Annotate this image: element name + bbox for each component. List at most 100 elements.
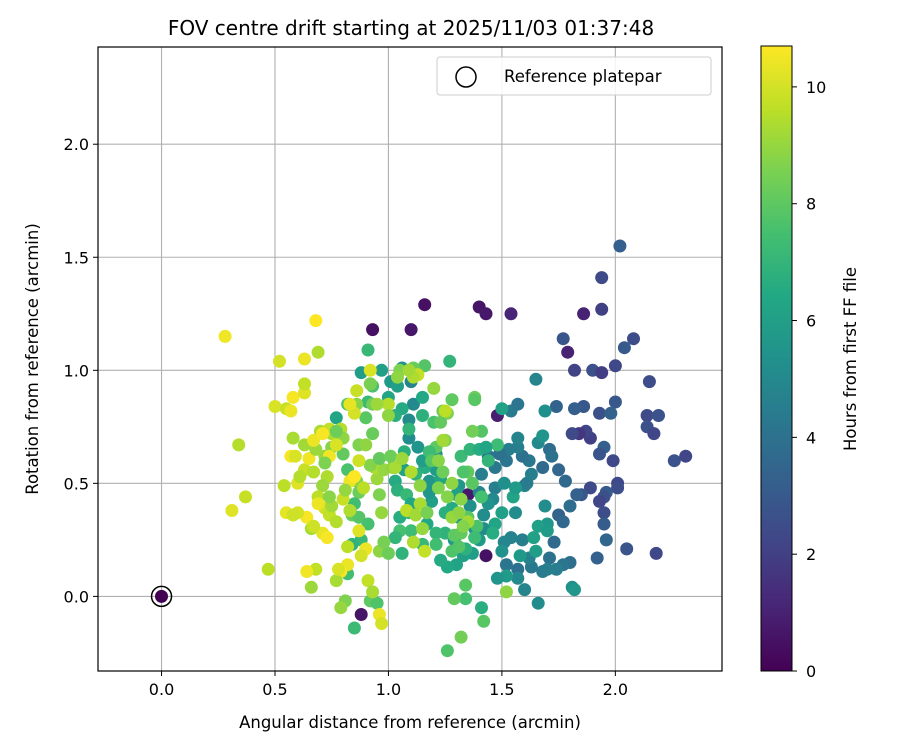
legend: Reference platepar — [436, 56, 712, 96]
data-point — [409, 508, 423, 522]
data-point — [454, 492, 468, 506]
data-point — [395, 452, 409, 465]
x-tick-label: 0.0 — [149, 680, 174, 699]
data-point — [443, 354, 457, 368]
data-point — [536, 429, 550, 443]
data-point — [329, 574, 343, 588]
data-point — [495, 402, 509, 416]
data-point — [568, 583, 581, 597]
data-point — [524, 467, 538, 481]
data-point — [332, 562, 345, 576]
data-point — [302, 452, 316, 465]
colorbar-tick-label: 4 — [806, 428, 816, 447]
data-point — [440, 490, 454, 504]
data-point — [341, 540, 355, 554]
data-point — [561, 345, 575, 359]
data-point — [434, 553, 448, 567]
data-point — [468, 393, 482, 407]
data-point — [531, 596, 545, 610]
data-point — [304, 580, 318, 594]
data-point — [416, 522, 429, 536]
x-tick-label: 1.0 — [376, 680, 401, 699]
data-point — [298, 377, 311, 391]
data-point — [468, 531, 482, 545]
data-point — [431, 454, 445, 468]
chart-title: FOV centre drift starting at 2025/11/03 … — [168, 16, 654, 40]
data-point — [538, 404, 552, 418]
data-point — [391, 379, 404, 393]
colorbar-ticks: 0 2 4 6 8 10 — [792, 78, 826, 681]
data-point — [475, 424, 488, 438]
data-point — [347, 470, 361, 484]
data-point — [413, 479, 427, 493]
data-point — [361, 517, 375, 531]
data-point — [375, 363, 389, 377]
y-tick-label: 2.0 — [64, 135, 89, 154]
data-point — [309, 314, 323, 328]
data-point — [590, 551, 604, 565]
data-point — [354, 608, 368, 621]
data-point — [459, 578, 473, 592]
data-point — [606, 454, 620, 468]
legend-entry-reference: Reference platepar — [504, 67, 662, 86]
data-point — [307, 433, 321, 447]
data-point — [218, 329, 232, 343]
data-point — [497, 476, 511, 490]
data-point — [499, 558, 513, 572]
data-point — [427, 381, 441, 395]
data-point — [477, 614, 491, 628]
data-point — [536, 461, 550, 474]
data-point — [418, 359, 432, 373]
reference-ring — [150, 585, 173, 608]
data-point — [268, 400, 282, 413]
data-point — [509, 481, 522, 495]
data-point — [404, 524, 418, 538]
data-point — [300, 565, 314, 578]
data-point — [338, 483, 352, 497]
data-point — [540, 524, 554, 538]
x-axis-ticks: 0.0 0.5 1.0 1.5 2.0 — [149, 671, 628, 699]
data-point — [456, 465, 470, 479]
colorbar-tick-label: 0 — [806, 662, 816, 681]
data-point — [565, 427, 579, 441]
data-point — [277, 479, 291, 493]
data-point — [515, 533, 529, 547]
data-point — [536, 565, 550, 578]
data-point — [620, 542, 634, 556]
data-point — [445, 476, 459, 490]
data-point — [617, 341, 631, 355]
data-point — [375, 506, 389, 520]
data-point — [377, 535, 391, 549]
data-point — [597, 506, 611, 520]
data-point — [388, 531, 402, 545]
data-point — [556, 332, 570, 346]
data-point — [440, 644, 454, 658]
data-point — [495, 544, 509, 558]
data-point — [273, 354, 286, 368]
legend-marker-ring — [455, 66, 477, 88]
data-point — [402, 363, 416, 377]
data-point — [352, 454, 366, 468]
data-point — [418, 544, 432, 558]
x-tick-label: 1.5 — [489, 680, 514, 699]
data-point — [329, 438, 343, 452]
data-point — [475, 601, 488, 615]
data-point — [293, 470, 307, 484]
data-point — [518, 583, 532, 597]
data-point — [679, 449, 693, 463]
y-axis-ticks: 0.0 0.5 1.0 1.5 2.0 — [64, 135, 98, 606]
data-point — [429, 526, 443, 540]
data-point — [481, 454, 495, 468]
data-point — [298, 352, 311, 366]
data-point — [431, 481, 445, 495]
data-point — [363, 363, 377, 377]
data-point — [652, 409, 665, 422]
data-point — [552, 463, 566, 477]
data-point — [595, 366, 609, 380]
colorbar-label: Hours from first FF file — [841, 267, 860, 451]
data-point — [416, 454, 429, 468]
data-point — [261, 562, 275, 576]
data-point — [649, 546, 663, 560]
data-point — [406, 535, 420, 549]
